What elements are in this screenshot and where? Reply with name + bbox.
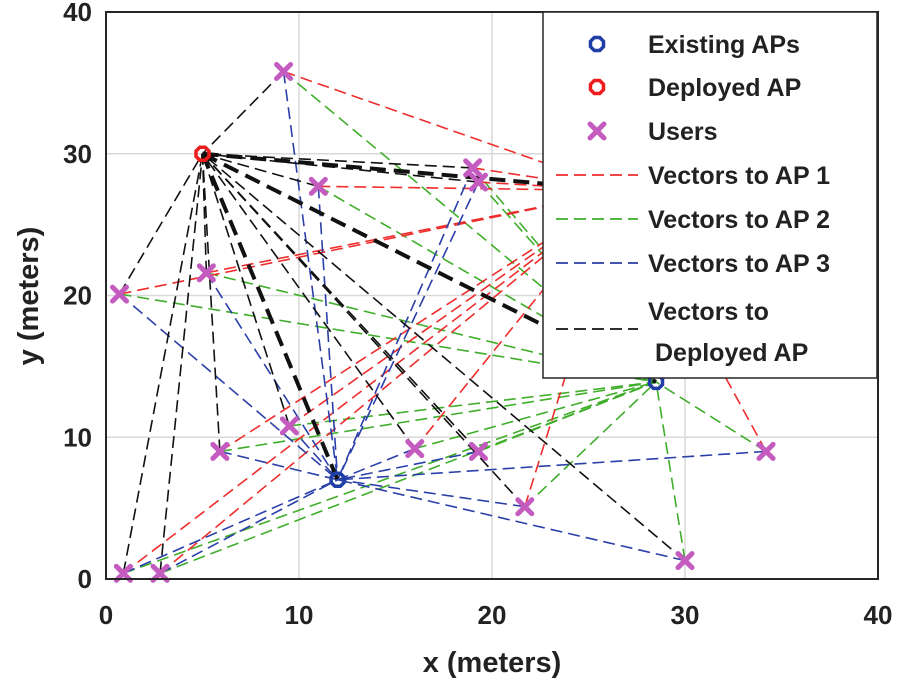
legend-marker bbox=[587, 121, 607, 141]
user-marker bbox=[463, 158, 483, 178]
plot-frame bbox=[105, 11, 879, 580]
x-tick-label: 10 bbox=[285, 600, 314, 630]
x-tick-label: 30 bbox=[671, 600, 700, 630]
vector-to-deployed-ap bbox=[122, 153, 204, 574]
vector-to-ap3 bbox=[337, 447, 416, 481]
vector-to-deployed-ap bbox=[201, 153, 416, 450]
vector-to-deployed-ap bbox=[159, 153, 204, 574]
user-marker bbox=[468, 172, 488, 192]
legend-label: Vectors to bbox=[648, 298, 769, 326]
vector-to-ap3 bbox=[159, 479, 338, 575]
y-tick-label: 30 bbox=[63, 139, 92, 169]
y-tick-label: 20 bbox=[63, 281, 92, 311]
legend-label: Vectors to AP 2 bbox=[648, 206, 830, 234]
vector-to-deployed-ap bbox=[202, 152, 479, 183]
vector-to-ap2 bbox=[123, 381, 657, 575]
vector-to-deployed-ap bbox=[201, 153, 291, 427]
vector-to-ap3 bbox=[336, 181, 480, 481]
vector-to-deployed-ap bbox=[201, 153, 526, 508]
legend-label: Vectors to AP 1 bbox=[648, 162, 830, 190]
y-tick-label: 10 bbox=[63, 422, 92, 452]
user-marker bbox=[210, 441, 230, 461]
legend: Existing APs Deployed AP Users Vectors to A… bbox=[542, 11, 878, 379]
vector-to-ap2 bbox=[655, 381, 686, 561]
vector-to-ap2 bbox=[289, 381, 657, 427]
legend-label: Deployed AP bbox=[648, 74, 801, 102]
vector-to-deployed-ap bbox=[201, 70, 285, 155]
x-axis-label: x (meters) bbox=[423, 647, 562, 679]
vector-to-ap2 bbox=[219, 381, 657, 453]
user-marker bbox=[279, 416, 299, 436]
user-marker bbox=[468, 441, 488, 461]
vector-to-deployed-ap bbox=[201, 153, 686, 562]
vector-to-deployed-ap bbox=[201, 153, 221, 452]
user-marker bbox=[150, 563, 170, 583]
vector-to-deployed-ap bbox=[201, 153, 480, 452]
vector-to-ap2 bbox=[414, 381, 657, 450]
vector-to-ap3 bbox=[219, 450, 338, 481]
vector-to-ap3 bbox=[337, 478, 525, 508]
legend-label: Users bbox=[648, 118, 718, 146]
vector-to-ap3 bbox=[205, 272, 339, 481]
vector-to-ap3 bbox=[337, 450, 767, 481]
deployed-ap-marker bbox=[194, 145, 211, 162]
user-marker bbox=[110, 284, 130, 304]
x-tick-labels: 0 10 20 30 40 bbox=[99, 600, 893, 630]
legend-marker bbox=[588, 78, 606, 96]
vector-to-ap3 bbox=[317, 186, 339, 480]
user-marker bbox=[515, 497, 535, 517]
user-marker bbox=[113, 563, 133, 583]
legend-marker bbox=[588, 35, 606, 53]
vector-to-ap3 bbox=[337, 450, 479, 481]
vector-deployed-to-ap bbox=[200, 152, 340, 481]
x-tick-label: 20 bbox=[478, 600, 507, 630]
user-marker bbox=[405, 439, 425, 459]
user-marker bbox=[756, 441, 776, 461]
vector-to-ap3 bbox=[337, 478, 686, 562]
vector-to-ap1 bbox=[288, 189, 624, 427]
user-marker bbox=[308, 176, 328, 196]
vector-to-ap1 bbox=[159, 189, 624, 574]
vector-to-ap3 bbox=[282, 71, 339, 480]
legend-box bbox=[542, 11, 878, 379]
vector-to-ap2 bbox=[655, 381, 767, 453]
vector-to-ap1 bbox=[122, 189, 624, 574]
user-marker bbox=[675, 551, 695, 571]
vector-to-deployed-ap bbox=[202, 152, 319, 188]
y-tick-label: 40 bbox=[63, 0, 92, 27]
y-tick-labels: 0 10 20 30 40 bbox=[63, 0, 92, 594]
vector-to-ap3 bbox=[288, 425, 339, 481]
vector-to-ap2 bbox=[524, 381, 657, 508]
legend-label: Existing APs bbox=[648, 31, 800, 59]
vector-to-ap1 bbox=[119, 189, 624, 295]
vector-to-ap3 bbox=[118, 293, 339, 481]
user-marker bbox=[196, 263, 216, 283]
user-marker bbox=[274, 62, 294, 82]
vector-to-ap3 bbox=[123, 479, 338, 575]
y-tick-label: 0 bbox=[78, 564, 92, 594]
vector-to-ap2 bbox=[159, 381, 657, 575]
vector-to-deployed-ap bbox=[202, 152, 473, 169]
existing-ap-marker bbox=[329, 471, 346, 488]
x-tick-label: 0 bbox=[99, 600, 113, 630]
vector-to-deployed-ap bbox=[118, 153, 204, 295]
x-tick-label: 40 bbox=[864, 600, 893, 630]
legend-label: Vectors to AP 3 bbox=[648, 250, 830, 278]
y-axis-label: y (meters) bbox=[13, 227, 45, 366]
legend-label: Deployed AP bbox=[655, 339, 808, 367]
